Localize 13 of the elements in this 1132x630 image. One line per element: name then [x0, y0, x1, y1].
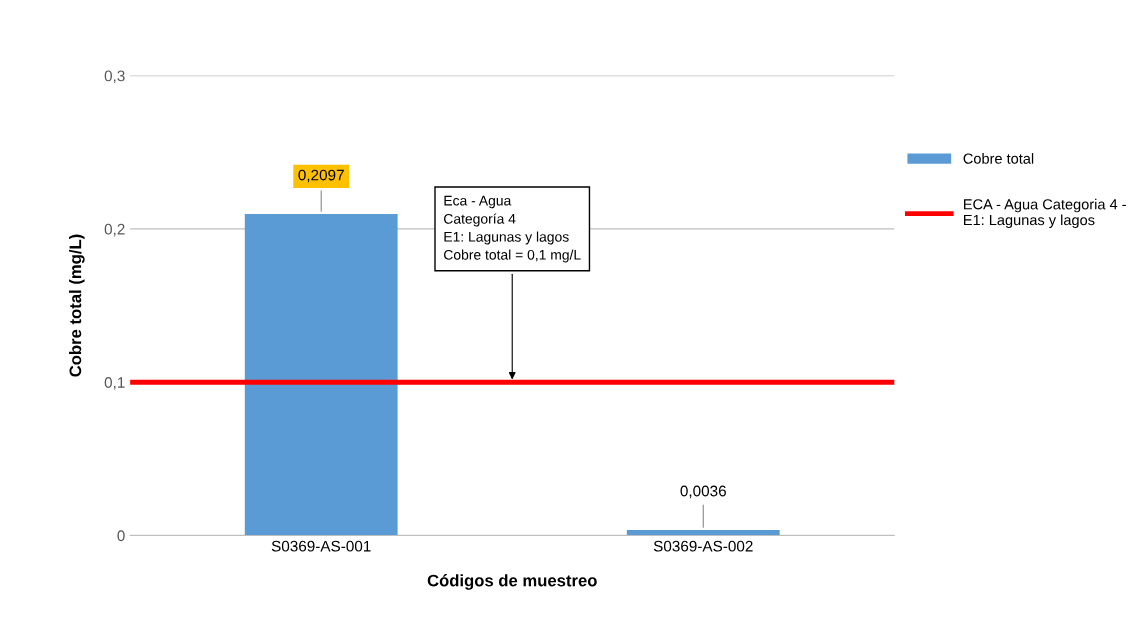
- y-axis-title: Cobre total (mg/L): [69, 234, 85, 377]
- x-axis-title: Códigos de muestreo: [427, 574, 597, 590]
- x-tick-label: S0369-AS-002: [653, 540, 753, 552]
- legend-label: ECA - Agua Categoria 4 - E1: Lagunas y lagos: [964, 198, 1126, 229]
- legend-label: Cobre total: [963, 153, 1034, 164]
- y-tick-label: 0,2: [104, 223, 125, 237]
- y-tick-label: 0,3: [104, 70, 125, 84]
- data-label: 0,0036: [680, 485, 726, 499]
- data-label: 0,2097: [298, 169, 344, 183]
- annotation: Eca - Agua Categoría 4 E1: Lagunas y lagos Cobre total = 0,1 mg/L: [444, 195, 581, 263]
- y-tick-label: 0: [117, 530, 125, 542]
- x-tick-label: S0369-AS-001: [271, 540, 371, 552]
- y-tick-label: 0,1: [104, 377, 125, 390]
